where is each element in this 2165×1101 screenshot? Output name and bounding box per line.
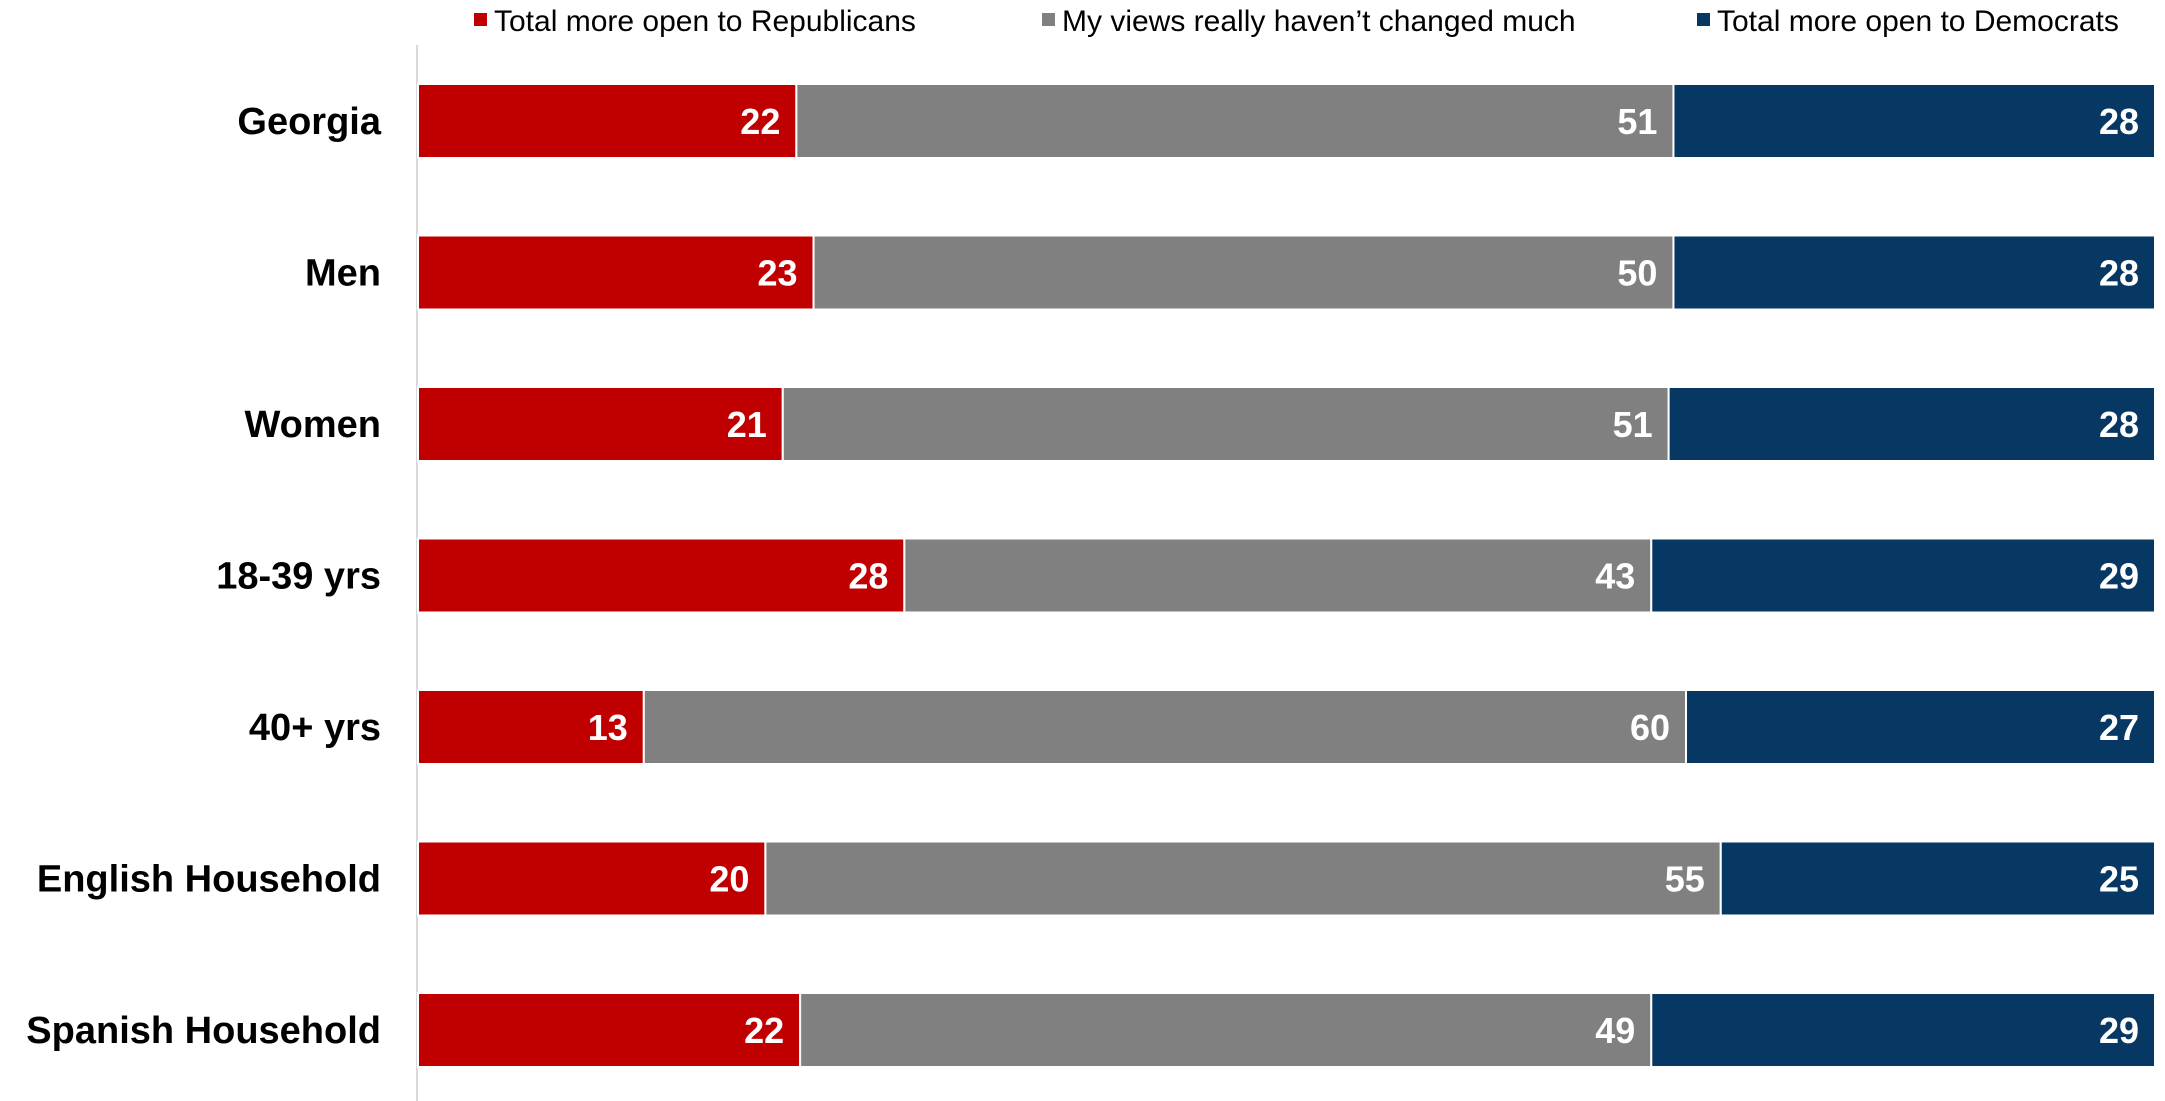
data-label-women-total-more-open-to-republicans: 21 [727,404,767,445]
data-label-spanish-household-total-more-open-to-democrats: 29 [2099,1010,2139,1051]
bar-georgia-total-more-open-to-democrats [1672,83,2156,159]
data-label-18-39-yrs-my-views-really-haven-t-changed-much: 43 [1595,556,1635,597]
category-labels: Georgia Men Women 18-39 yrs 40+ yrs English H… [26,101,382,1052]
data-label-women-total-more-open-to-democrats: 28 [2099,404,2139,445]
legend-label-total-more-open-to-republicans: Total more open to Republicans [494,5,916,38]
bar-40-yrs-total-more-open-to-republicans [417,689,645,765]
data-label-men-total-more-open-to-democrats: 28 [2099,253,2139,294]
category-label-18-39-yrs: 18-39 yrs [216,556,381,598]
bar-women-total-more-open-to-republicans [417,386,784,462]
legend: Total more open to Republicans My views r… [474,5,2119,38]
bar-18-39-yrs-total-more-open-to-democrats [1650,537,2157,614]
legend-label-total-more-open-to-democrats: Total more open to Democrats [1717,5,2119,38]
category-label-spanish-household: Spanish Household [26,1010,381,1052]
bar-english-household-my-views-really-haven-t-changed-much [764,840,1722,917]
bar-spanish-household-my-views-really-haven-t-changed-much [799,992,1653,1068]
data-label-women-my-views-really-haven-t-changed-much: 51 [1613,404,1653,445]
data-label-40-yrs-my-views-really-haven-t-changed-much: 60 [1630,707,1670,748]
data-label-english-household-total-more-open-to-republicans: 20 [709,859,749,900]
bar-men-total-more-open-to-democrats [1672,234,2156,311]
data-label-english-household-my-views-really-haven-t-changed-much: 55 [1665,859,1705,900]
data-label-men-total-more-open-to-republicans: 23 [758,253,798,294]
bar-women-total-more-open-to-democrats [1667,386,2156,462]
bar-18-39-yrs-total-more-open-to-republicans [417,537,906,614]
legend-swatch-total-more-open-to-democrats [1697,13,1710,26]
bars [417,83,2157,1068]
bar-18-39-yrs-my-views-really-haven-t-changed-much [903,537,1653,614]
data-label-40-yrs-total-more-open-to-republicans: 13 [588,707,628,748]
data-label-georgia-total-more-open-to-democrats: 28 [2099,101,2139,142]
legend-label-my-views-really-haven-t-changed-much: My views really haven’t changed much [1062,5,1576,38]
data-label-georgia-my-views-really-haven-t-changed-much: 51 [1617,101,1657,142]
bar-40-yrs-my-views-really-haven-t-changed-much [642,689,1688,765]
data-label-40-yrs-total-more-open-to-democrats: 27 [2099,707,2139,748]
category-label-women: Women [244,404,381,446]
bar-men-my-views-really-haven-t-changed-much [812,234,1675,311]
bar-women-my-views-really-haven-t-changed-much [781,386,1670,462]
bar-40-yrs-total-more-open-to-democrats [1685,689,2156,765]
legend-swatch-my-views-really-haven-t-changed-much [1042,13,1055,26]
bar-spanish-household-total-more-open-to-republicans [417,992,802,1068]
category-label-english-household: English Household [37,859,381,901]
data-label-english-household-total-more-open-to-democrats: 25 [2099,859,2139,900]
data-label-spanish-household-total-more-open-to-republicans: 22 [744,1010,784,1051]
data-label-spanish-household-my-views-really-haven-t-changed-much: 49 [1595,1010,1635,1051]
data-label-18-39-yrs-total-more-open-to-republicans: 28 [848,556,888,597]
data-label-men-my-views-really-haven-t-changed-much: 50 [1617,253,1657,294]
data-labels: 22 51 28 23 50 28 21 51 28 28 43 29 13 60 27 20 55 25 22 49… [588,101,2139,1051]
bar-spanish-household-total-more-open-to-democrats [1650,992,2157,1068]
bar-georgia-my-views-really-haven-t-changed-much [795,83,1675,159]
bar-men-total-more-open-to-republicans [417,234,815,311]
category-label-georgia: Georgia [237,101,381,143]
category-label-men: Men [305,253,381,295]
data-label-18-39-yrs-total-more-open-to-democrats: 29 [2099,556,2139,597]
category-label-40-yrs: 40+ yrs [249,707,381,749]
bar-english-household-total-more-open-to-democrats [1719,840,2156,917]
data-label-georgia-total-more-open-to-republicans: 22 [740,101,780,142]
legend-swatch-total-more-open-to-republicans [474,13,487,26]
